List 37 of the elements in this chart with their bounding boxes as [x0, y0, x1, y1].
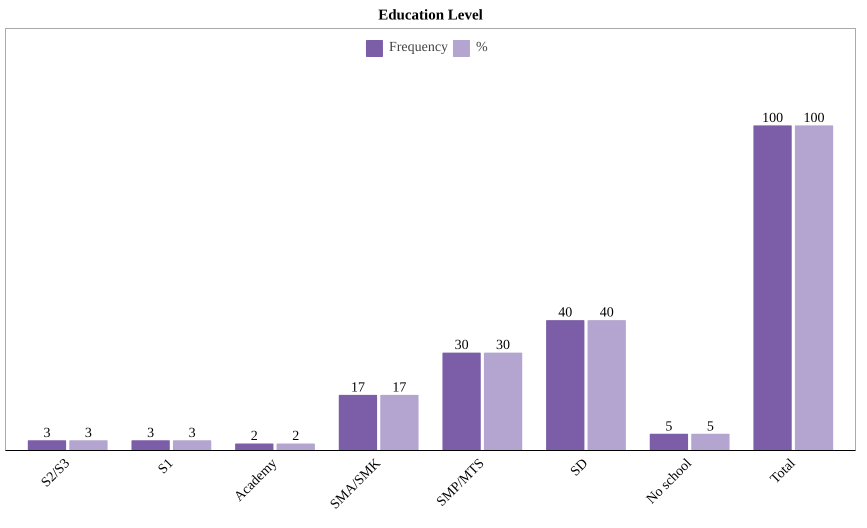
data-label: 2 — [250, 429, 258, 444]
bar — [338, 394, 378, 450]
data-label: 5 — [665, 419, 672, 434]
bar — [28, 440, 66, 450]
legend-label: Frequency — [388, 40, 448, 56]
data-label: 5 — [706, 419, 714, 434]
data-label: 17 — [350, 380, 365, 396]
bar — [546, 320, 584, 450]
x-tick-label: SD — [568, 456, 592, 480]
x-tick-label: S1 — [156, 456, 177, 478]
bar — [588, 320, 626, 450]
data-label: 3 — [188, 426, 196, 441]
data-label: 30 — [454, 338, 469, 354]
data-label: 100 — [762, 110, 784, 126]
data-label: 3 — [84, 426, 92, 441]
bar — [794, 125, 834, 450]
bar — [650, 434, 688, 450]
bar — [235, 444, 274, 450]
chart-title: Education Level — [378, 8, 483, 24]
data-label: 17 — [392, 380, 406, 396]
bar — [131, 440, 170, 450]
bar — [442, 352, 481, 450]
bar — [380, 394, 419, 450]
bar — [69, 440, 108, 450]
data-label: 100 — [804, 110, 825, 126]
bar — [691, 434, 730, 450]
bar — [172, 440, 212, 450]
data-label: 40 — [558, 306, 572, 321]
data-label: 2 — [292, 429, 300, 444]
bar — [276, 444, 315, 450]
data-label: 30 — [496, 338, 510, 354]
data-label: 3 — [147, 426, 154, 441]
data-label: 3 — [43, 426, 50, 441]
bar — [753, 125, 792, 450]
data-label: 40 — [600, 306, 614, 321]
bar — [484, 352, 522, 450]
legend-label: % — [476, 40, 489, 56]
